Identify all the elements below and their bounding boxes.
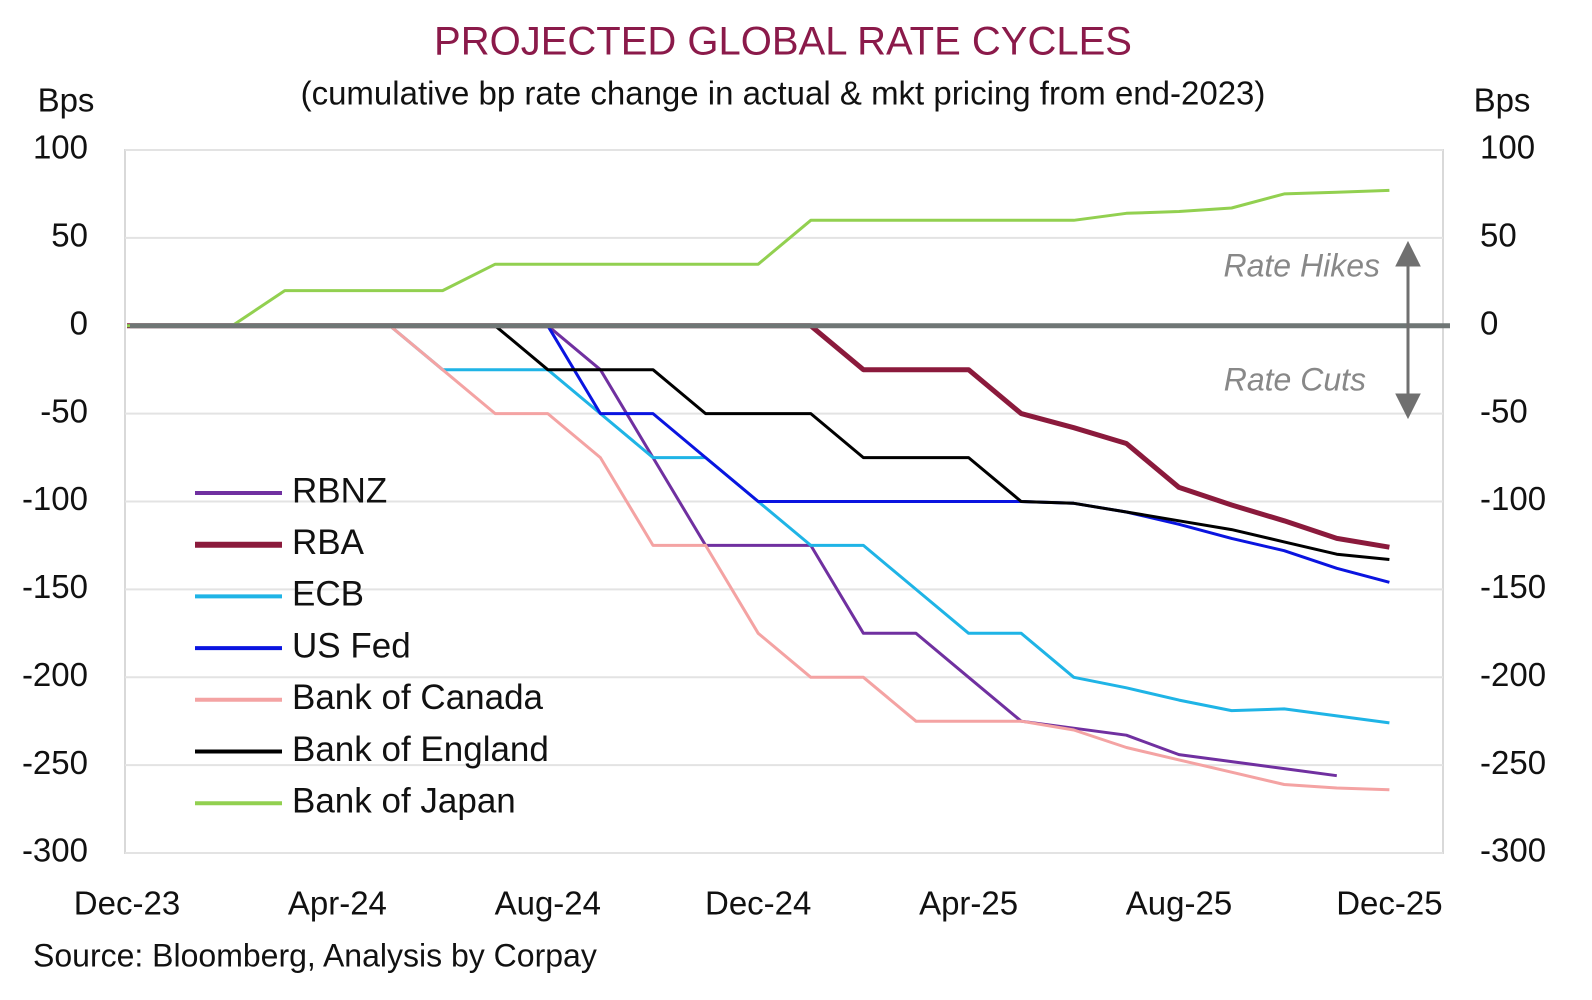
- annotation: Rate Cuts: [1224, 361, 1366, 397]
- x-tick-label: Dec-24: [705, 885, 811, 922]
- y-tick-label: -150: [22, 568, 88, 605]
- y-tick-label: -50: [40, 392, 88, 429]
- x-tick-label: Apr-24: [288, 885, 387, 922]
- arrow: [1395, 240, 1421, 420]
- y-axis-label: Bps: [38, 82, 95, 119]
- y-tick-label: -300: [22, 832, 88, 869]
- chart-subtitle: (cumulative bp rate change in actual & m…: [301, 75, 1266, 112]
- y-tick-label: -250: [22, 744, 88, 781]
- x-tick-label: Aug-24: [495, 885, 601, 922]
- y-tick-label: 100: [33, 129, 88, 166]
- x-tick-label: Dec-23: [74, 885, 180, 922]
- series-line: [127, 188, 1390, 328]
- y2-tick-label: -250: [1480, 744, 1546, 781]
- y-tick-label: -100: [22, 480, 88, 517]
- y2-tick-label: -300: [1480, 832, 1546, 869]
- x-tick-label: Aug-25: [1126, 885, 1232, 922]
- annotation: Rate Hikes: [1224, 247, 1381, 283]
- arrow-head: [1395, 393, 1421, 420]
- y2-tick-label: -50: [1480, 392, 1528, 429]
- plot-area: [125, 149, 1450, 854]
- legend-label: US Fed: [292, 626, 411, 665]
- y2-tick-label: 0: [1480, 304, 1498, 341]
- legend-label: ECB: [292, 575, 364, 614]
- legend-label: RBA: [292, 523, 365, 562]
- source-note: Source: Bloomberg, Analysis by Corpay: [33, 937, 597, 973]
- legend-label: RBNZ: [292, 471, 387, 510]
- legend-label: Bank of Japan: [292, 781, 516, 820]
- y2-tick-label: 50: [1480, 217, 1517, 254]
- series-line: [127, 323, 1390, 550]
- chart-title: PROJECTED GLOBAL RATE CYCLES: [434, 20, 1132, 64]
- y2-axis-label: Bps: [1474, 82, 1531, 119]
- legend-label: Bank of England: [292, 730, 549, 769]
- x-tick-label: Dec-25: [1336, 885, 1442, 922]
- y2-tick-label: -200: [1480, 656, 1546, 693]
- arrow-head: [1395, 240, 1421, 267]
- y2-tick-label: -150: [1480, 568, 1546, 605]
- y-tick-label: -200: [22, 656, 88, 693]
- legend-label: Bank of Canada: [292, 678, 544, 717]
- y-tick-label: 0: [70, 304, 88, 341]
- y2-tick-label: 100: [1480, 129, 1535, 166]
- y2-tick-label: -100: [1480, 480, 1546, 517]
- y-tick-label: 50: [51, 217, 88, 254]
- x-tick-label: Apr-25: [919, 885, 1018, 922]
